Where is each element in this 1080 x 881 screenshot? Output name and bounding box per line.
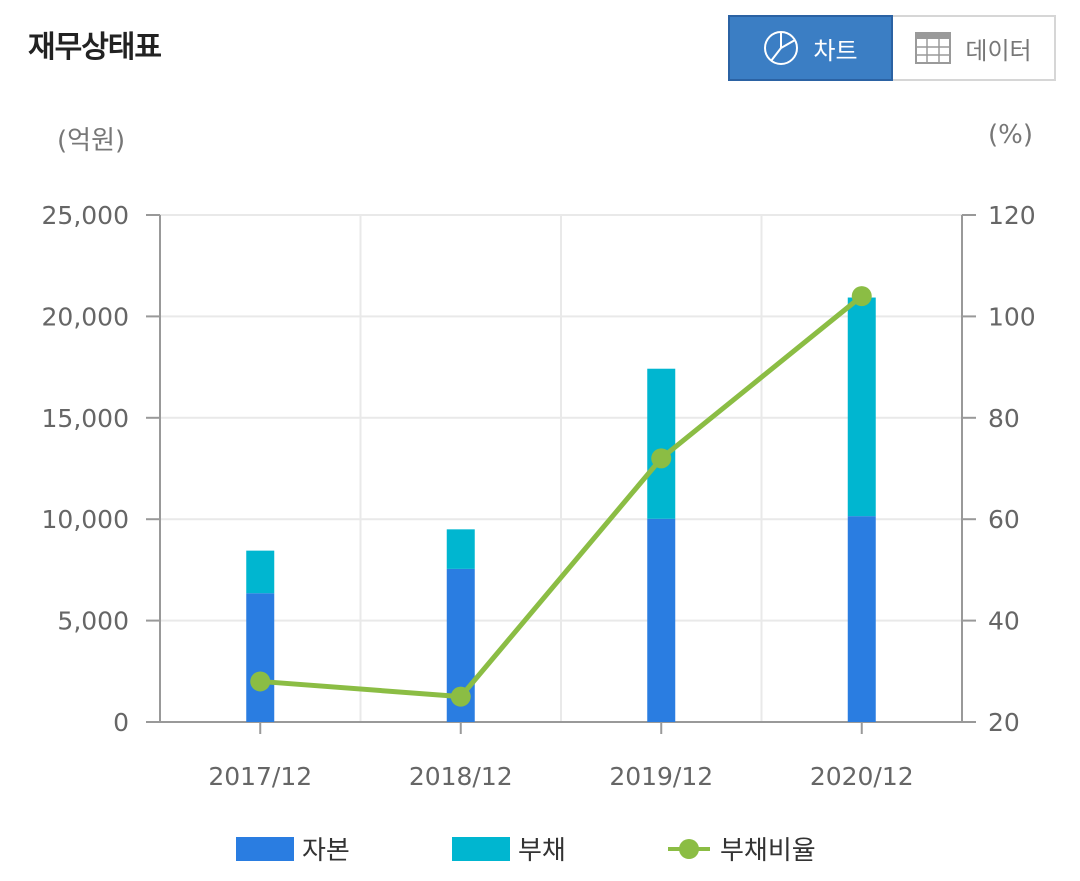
- debt-ratio-point: [450, 686, 471, 707]
- x-tick-label: 2020/12: [810, 762, 914, 791]
- left-tick-label: 0: [113, 708, 129, 737]
- left-axis-unit: (억원): [57, 126, 126, 156]
- x-tick-label: 2019/12: [609, 762, 713, 791]
- legend-item-liability[interactable]: 부채: [452, 830, 566, 867]
- right-tick-label: 20: [988, 708, 1020, 737]
- right-axis-unit: (%): [988, 120, 1033, 150]
- left-tick-label: 10,000: [42, 505, 129, 534]
- left-tick-label: 25,000: [42, 201, 129, 230]
- pie-chart-icon: [764, 31, 799, 65]
- chart-view-button[interactable]: 차트: [728, 15, 893, 81]
- debt-ratio-point: [651, 448, 672, 469]
- financial-chart: 0 5,000 10,000 15,000 20,000 25,000 20 40 60 80 10…: [42, 201, 1036, 791]
- debt-ratio-point: [851, 286, 872, 307]
- left-tick-label: 20,000: [42, 302, 129, 331]
- legend-label-capital: 자본: [302, 836, 350, 866]
- x-tick-label: 2017/12: [208, 762, 312, 791]
- debt-ratio-point: [250, 671, 271, 692]
- right-tick-label: 100: [988, 302, 1036, 331]
- right-tick-label: 80: [988, 404, 1020, 433]
- right-tick-label: 40: [988, 607, 1020, 636]
- chart-legend: 자본 부채 부채비율: [0, 830, 1080, 870]
- liability-bar: [647, 368, 676, 519]
- legend-label-liability: 부채: [518, 836, 566, 866]
- capital-bar: [647, 518, 676, 722]
- legend-item-capital[interactable]: 자본: [236, 830, 350, 867]
- liability-bar: [246, 550, 275, 594]
- left-tick-label: 15,000: [42, 404, 129, 433]
- x-tick-label: 2018/12: [409, 762, 513, 791]
- capital-bar: [246, 593, 275, 722]
- legend-swatch-capital: [236, 836, 294, 861]
- right-tick-label: 120: [988, 201, 1036, 230]
- liability-bar: [446, 529, 475, 569]
- view-toggle: 차트 데이터: [728, 15, 1056, 81]
- legend-label-debt-ratio: 부채비율: [720, 836, 816, 866]
- legend-item-debt-ratio[interactable]: 부채비율: [668, 830, 816, 867]
- chart-view-label: 차트: [813, 36, 858, 65]
- data-view-button[interactable]: 데이터: [893, 15, 1056, 81]
- legend-line-marker-icon: [668, 837, 710, 861]
- right-tick-label: 60: [988, 505, 1020, 534]
- debt-ratio-line: [260, 294, 864, 700]
- left-tick-label: 5,000: [57, 607, 129, 636]
- capital-bar: [847, 516, 876, 722]
- legend-swatch-liability: [452, 836, 510, 861]
- data-view-label: 데이터: [965, 36, 1032, 65]
- page-title: 재무상태표: [28, 30, 162, 65]
- liability-bar: [847, 297, 876, 517]
- table-grid-icon: [915, 32, 952, 64]
